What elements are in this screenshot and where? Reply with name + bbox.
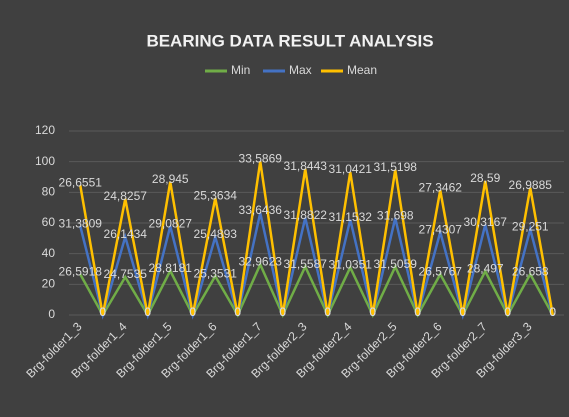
- data-label: 0: [549, 305, 556, 319]
- y-tick-label: 20: [42, 277, 56, 291]
- data-label: 28,497: [467, 261, 504, 275]
- data-label: 31,8822: [284, 208, 328, 222]
- data-label: 28,59: [470, 171, 500, 185]
- data-label: 31,5587: [284, 257, 328, 271]
- y-tick-label: 120: [35, 123, 55, 137]
- data-label: 0: [144, 305, 151, 319]
- data-label: 0: [414, 305, 421, 319]
- y-tick-label: 100: [35, 154, 55, 168]
- data-label: 26,1434: [104, 227, 148, 241]
- data-label: 31,3809: [59, 216, 103, 230]
- data-label: 28,8181: [149, 261, 193, 275]
- data-label: 27,4307: [419, 222, 463, 236]
- data-label: 0: [234, 305, 241, 319]
- data-label: 0: [504, 305, 511, 319]
- data-label: 0: [189, 305, 196, 319]
- data-label: 30,3167: [464, 215, 508, 229]
- data-label: 25,4893: [194, 227, 238, 241]
- data-label: 0: [144, 305, 151, 319]
- data-label: 0: [504, 305, 511, 319]
- data-label: 0: [414, 305, 421, 319]
- data-label: 31,698: [377, 208, 414, 222]
- data-label: 0: [369, 305, 376, 319]
- series-line: [79, 161, 554, 316]
- y-tick-label: 60: [42, 215, 56, 229]
- data-label: 0: [99, 305, 106, 319]
- data-label: 0: [279, 305, 286, 319]
- data-label: 0: [189, 305, 196, 319]
- data-label: 0: [324, 305, 331, 319]
- data-label: 0: [324, 305, 331, 319]
- data-label: 0: [234, 305, 241, 319]
- data-label: 0: [99, 305, 106, 319]
- data-label: 0: [234, 305, 241, 319]
- data-label: 0: [459, 305, 466, 319]
- data-label: 0: [369, 305, 376, 319]
- data-label: 31,0421: [329, 162, 373, 176]
- data-label: 26,5767: [419, 264, 463, 278]
- chart-title: BEARING DATA RESULT ANALYSIS: [146, 31, 433, 50]
- y-tick-label: 0: [48, 307, 55, 321]
- data-label: 0: [279, 305, 286, 319]
- data-label: 27,3462: [419, 180, 463, 194]
- data-label: 26,9885: [509, 178, 553, 192]
- data-label: 0: [324, 305, 331, 319]
- legend-label: Max: [289, 63, 312, 77]
- data-label: 25,3634: [194, 188, 238, 202]
- data-label: 31,0351: [329, 258, 373, 272]
- data-label: 0: [189, 305, 196, 319]
- data-label: 33,5869: [239, 152, 283, 166]
- data-label: 0: [549, 305, 556, 319]
- series-line: [79, 212, 554, 320]
- data-label: 31,5198: [374, 160, 418, 174]
- data-label: 29,0827: [149, 216, 193, 230]
- data-label: 33,6436: [239, 203, 283, 217]
- data-label: 0: [279, 305, 286, 319]
- data-label: 26,658: [512, 264, 549, 278]
- legend-label: Min: [231, 63, 250, 77]
- data-label: 0: [369, 305, 376, 319]
- data-label: 32,9623: [239, 255, 283, 269]
- data-label: 31,1532: [329, 210, 373, 224]
- series-line: [79, 261, 554, 319]
- data-label: 31,8443: [284, 159, 328, 173]
- data-label: 24,8257: [104, 189, 148, 203]
- data-label: 25,3531: [194, 266, 238, 280]
- data-label: 26,6551: [59, 175, 103, 189]
- data-label: 0: [459, 305, 466, 319]
- y-tick-label: 40: [42, 246, 56, 260]
- data-label: 0: [504, 305, 511, 319]
- data-label: 0: [459, 305, 466, 319]
- data-label: 0: [549, 305, 556, 319]
- data-label: 26,5918: [59, 264, 103, 278]
- data-label: 24,7535: [104, 267, 148, 281]
- data-label: 0: [144, 305, 151, 319]
- data-label: 0: [414, 305, 421, 319]
- data-label: 0: [99, 305, 106, 319]
- data-label: 31,5059: [374, 257, 418, 271]
- data-label: 28,945: [152, 172, 189, 186]
- data-label: 29,251: [512, 219, 549, 233]
- legend-label: Mean: [347, 63, 377, 77]
- y-tick-label: 80: [42, 185, 56, 199]
